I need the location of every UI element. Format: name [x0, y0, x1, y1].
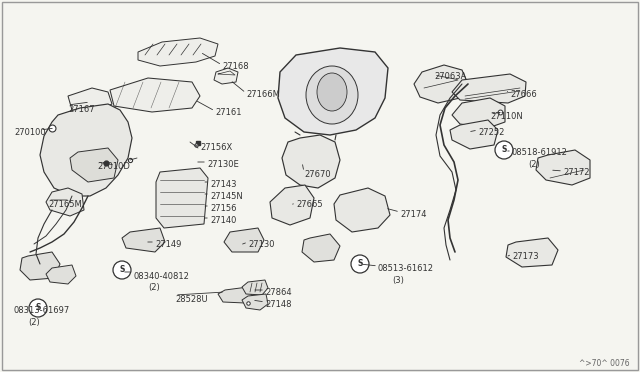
Text: 27670: 27670	[304, 170, 331, 179]
Text: 27161: 27161	[215, 108, 241, 117]
Text: 27110N: 27110N	[490, 112, 523, 121]
Text: (2): (2)	[28, 318, 40, 327]
Polygon shape	[122, 228, 165, 252]
Polygon shape	[270, 185, 314, 225]
Polygon shape	[40, 104, 132, 196]
Polygon shape	[302, 234, 340, 262]
Text: 27130E: 27130E	[207, 160, 239, 169]
Polygon shape	[452, 98, 505, 128]
Text: 08513-61612: 08513-61612	[378, 264, 434, 273]
Ellipse shape	[317, 73, 347, 111]
Text: 08313-61697: 08313-61697	[14, 306, 70, 315]
Text: 27156: 27156	[210, 204, 237, 213]
Text: 27252: 27252	[478, 128, 504, 137]
Polygon shape	[242, 294, 268, 310]
Circle shape	[113, 261, 131, 279]
Text: 27174: 27174	[400, 210, 426, 219]
Text: 27864: 27864	[265, 288, 292, 297]
Text: S: S	[501, 145, 507, 154]
Text: (2): (2)	[148, 283, 160, 292]
Polygon shape	[70, 148, 118, 182]
Polygon shape	[278, 48, 388, 135]
Polygon shape	[450, 120, 498, 149]
Text: 270100: 270100	[14, 128, 45, 137]
Text: 27665: 27665	[296, 200, 323, 209]
Polygon shape	[414, 65, 468, 103]
Polygon shape	[334, 188, 390, 232]
Text: 27666: 27666	[510, 90, 537, 99]
Text: 28528U: 28528U	[175, 295, 207, 304]
Polygon shape	[214, 68, 238, 84]
Text: 27063A: 27063A	[434, 72, 467, 81]
Polygon shape	[536, 150, 590, 185]
Polygon shape	[452, 74, 526, 103]
Text: S: S	[119, 266, 125, 275]
Text: 27145N: 27145N	[210, 192, 243, 201]
Polygon shape	[156, 168, 208, 228]
Polygon shape	[46, 188, 84, 216]
Text: 27140: 27140	[210, 216, 236, 225]
Polygon shape	[242, 280, 268, 295]
Text: ^>70^ 0076: ^>70^ 0076	[579, 359, 630, 368]
Text: (2): (2)	[528, 160, 540, 169]
Text: 27156X: 27156X	[200, 143, 232, 152]
Polygon shape	[68, 88, 112, 112]
Polygon shape	[282, 135, 340, 188]
Text: 27173: 27173	[512, 252, 539, 261]
Polygon shape	[224, 228, 264, 252]
Text: 27143: 27143	[210, 180, 237, 189]
Text: (3): (3)	[392, 276, 404, 285]
Circle shape	[351, 255, 369, 273]
Text: 27130: 27130	[248, 240, 275, 249]
Polygon shape	[20, 252, 60, 280]
Text: 27149: 27149	[155, 240, 181, 249]
Text: 27166M: 27166M	[246, 90, 280, 99]
Text: S: S	[357, 260, 363, 269]
Polygon shape	[46, 265, 76, 284]
Text: 27010D: 27010D	[97, 162, 130, 171]
Polygon shape	[506, 238, 558, 267]
Text: S: S	[35, 304, 41, 312]
Polygon shape	[218, 287, 252, 303]
Text: 27148: 27148	[265, 300, 291, 309]
Circle shape	[495, 141, 513, 159]
Ellipse shape	[306, 66, 358, 124]
Text: 27172: 27172	[563, 168, 589, 177]
Text: 27168: 27168	[222, 62, 248, 71]
Polygon shape	[138, 38, 218, 66]
Text: 08518-61912: 08518-61912	[512, 148, 568, 157]
Text: 27165M: 27165M	[48, 200, 82, 209]
Text: 27167: 27167	[68, 105, 95, 114]
Polygon shape	[110, 78, 200, 112]
Circle shape	[29, 299, 47, 317]
Text: 08340-40812: 08340-40812	[133, 272, 189, 281]
